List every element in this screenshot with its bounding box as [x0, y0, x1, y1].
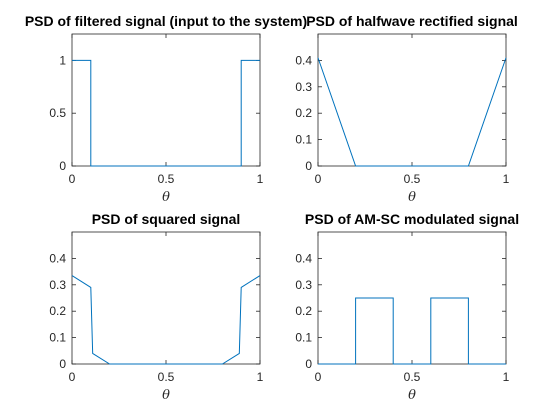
x-tick-label: 1 — [257, 370, 264, 384]
axes-box — [71, 231, 261, 365]
series-line-1 — [71, 275, 261, 365]
subplot-4: 0 0.5 1 0 0.1 0.2 0.3 0.4 PSD of AM-SC modulated… — [295, 211, 519, 403]
series-line-1 — [318, 297, 506, 365]
axes-box — [71, 33, 261, 167]
x-tick-label: 0 — [315, 370, 322, 384]
y-tick-label: 0.1 — [49, 331, 66, 345]
y-tick-label: 0.3 — [49, 278, 66, 292]
subplot-2: 0 0.5 1 0 0.1 0.2 0.3 0.4 PSD of halfwave rectif… — [295, 13, 518, 205]
y-tick-label: 0.3 — [295, 278, 312, 292]
y-tick-label: 0.4 — [295, 251, 312, 265]
x-tick-label: 1 — [503, 172, 510, 186]
y-tick-label: 0 — [59, 159, 66, 173]
y-tick-label: 0.3 — [295, 80, 312, 94]
y-tick-label: 0.1 — [295, 331, 312, 345]
x-tick-label: 0.5 — [158, 172, 175, 186]
x-tick-label: 1 — [503, 370, 510, 384]
subplot-title: PSD of AM-SC modulated signal — [305, 211, 519, 227]
y-tick-label: 0.1 — [295, 133, 312, 147]
y-tick-label: 0.4 — [295, 53, 312, 67]
y-tick-label: 0.4 — [49, 251, 66, 265]
axes-box — [317, 33, 507, 167]
series-line-1 — [317, 57, 507, 167]
y-tick-label: 0.5 — [49, 106, 66, 120]
x-tick-label: 0 — [69, 172, 76, 186]
y-tick-label: 0 — [59, 357, 66, 371]
x-tick-label: 1 — [257, 172, 264, 186]
subplot-title: PSD of filtered signal (input to the sys… — [25, 13, 307, 29]
x-tick-label: 0 — [315, 172, 322, 186]
subplot-1: 0 0.5 1 0 0.5 1 PSD of filtered signal (input … — [25, 13, 307, 205]
x-axis-label: θ — [162, 190, 170, 205]
x-axis-label: θ — [162, 388, 170, 403]
y-tick-label: 1 — [59, 53, 66, 67]
subplot-3: 0 0.5 1 0 0.1 0.2 0.3 0.4 PSD of squared signal θ — [49, 211, 263, 403]
x-tick-label: 0.5 — [404, 370, 421, 384]
series-line-1 — [72, 59, 260, 167]
y-tick-label: 0.2 — [49, 304, 66, 318]
subplot-title: PSD of halfwave rectified signal — [306, 13, 518, 29]
x-tick-label: 0.5 — [158, 370, 175, 384]
y-tick-label: 0 — [305, 357, 312, 371]
x-tick-label: 0 — [69, 370, 76, 384]
subplot-title: PSD of squared signal — [92, 211, 241, 227]
y-tick-label: 0.2 — [295, 106, 312, 120]
x-tick-label: 0.5 — [404, 172, 421, 186]
x-axis-label: θ — [408, 388, 416, 403]
axes-box — [317, 231, 507, 365]
x-axis-label: θ — [408, 190, 416, 205]
y-tick-label: 0 — [305, 159, 312, 173]
y-tick-label: 0.2 — [295, 304, 312, 318]
